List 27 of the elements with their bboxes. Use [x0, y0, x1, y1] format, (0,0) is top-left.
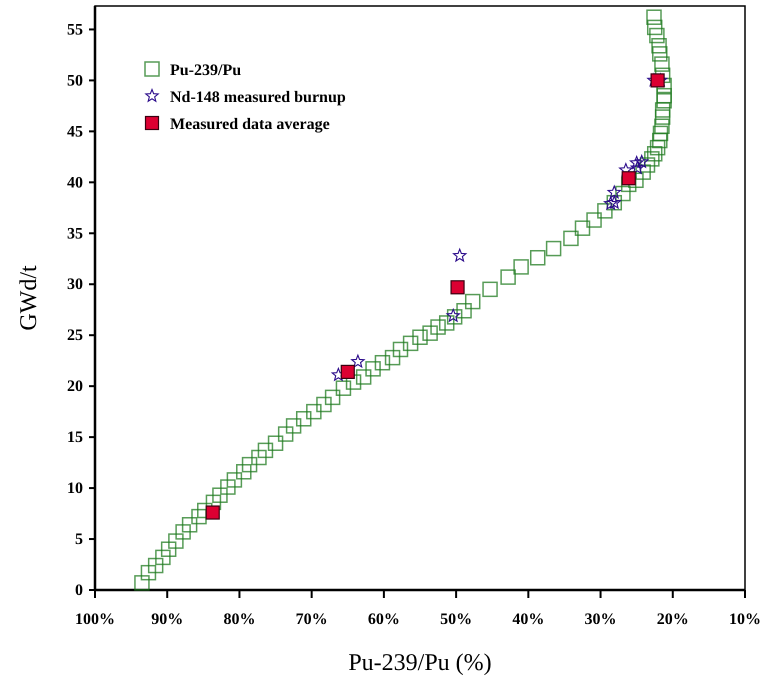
x-tick-label: 80% [223, 611, 256, 628]
y-axis-title: GWd/t [16, 265, 42, 331]
x-tick-label: 90% [151, 611, 184, 628]
legend-label: Nd-148 measured burnup [170, 89, 346, 106]
x-tick-label: 10% [729, 611, 761, 628]
y-tick-label: 45 [67, 123, 83, 140]
y-tick-label: 25 [67, 327, 83, 344]
y-tick-label: 50 [67, 72, 83, 90]
y-tick-label: 40 [67, 174, 83, 192]
y-tick-label: 5 [75, 531, 83, 548]
y-tick-label: 15 [67, 429, 83, 446]
y-tick-label: 35 [67, 225, 83, 242]
x-axis-title: Pu-239/Pu (%) [348, 650, 492, 676]
y-tick-label: 30 [67, 276, 83, 294]
x-tick-label: 20% [656, 611, 689, 628]
x-tick-label: 50% [440, 611, 472, 628]
x-tick-label: 100% [75, 611, 115, 628]
x-tick-label: 60% [368, 611, 400, 628]
legend-label: Pu-239/Pu [170, 62, 242, 79]
y-tick-label: 20 [67, 378, 83, 396]
x-tick-label: 70% [296, 611, 328, 628]
y-tick-label: 0 [75, 582, 83, 599]
legend-label: Measured data average [170, 116, 330, 133]
y-tick-label: 10 [67, 480, 83, 498]
x-tick-label: 40% [512, 611, 544, 628]
y-tick-label: 55 [67, 21, 83, 38]
x-tick-label: 30% [584, 611, 617, 628]
